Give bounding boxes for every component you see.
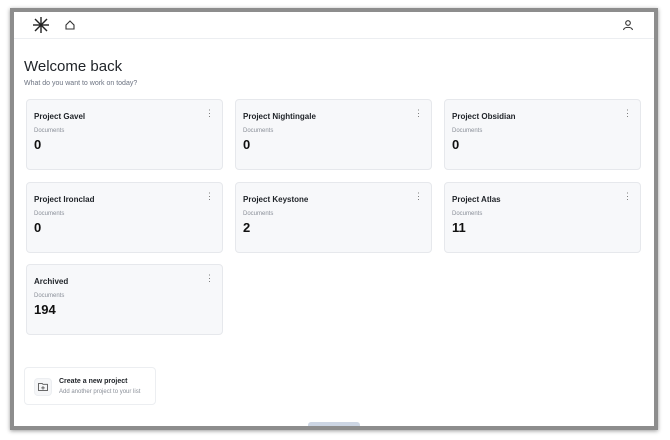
more-options-icon[interactable]: ⋮ (414, 191, 423, 201)
project-card[interactable]: Project Nightingale ⋮ Documents 0 (235, 99, 432, 170)
documents-count: 0 (34, 137, 42, 152)
documents-label: Documents (452, 211, 483, 217)
create-project-subtitle: Add another project to your list (59, 389, 141, 395)
project-name: Archived (34, 277, 69, 286)
more-options-icon[interactable]: ⋮ (623, 108, 632, 118)
documents-count: 2 (243, 220, 251, 235)
project-card[interactable]: Project Gavel ⋮ Documents 0 (26, 99, 223, 170)
project-card[interactable]: Project Ironclad ⋮ Documents 0 (26, 182, 223, 253)
page-subtitle: What do you want to work on today? (24, 80, 138, 87)
page-title: Welcome back (24, 58, 123, 75)
app-window: Welcome back What do you want to work on… (10, 8, 658, 430)
more-options-icon[interactable]: ⋮ (205, 108, 214, 118)
documents-count: 11 (452, 220, 466, 235)
project-name: Project Nightingale (243, 112, 316, 121)
documents-label: Documents (243, 128, 274, 134)
project-card[interactable]: Project Obsidian ⋮ Documents 0 (444, 99, 641, 170)
logo-icon[interactable] (32, 16, 50, 34)
folder-plus-icon (34, 378, 52, 396)
more-options-icon[interactable]: ⋮ (623, 191, 632, 201)
documents-label: Documents (34, 128, 65, 134)
more-options-icon[interactable]: ⋮ (205, 191, 214, 201)
bottom-handle[interactable] (308, 422, 360, 426)
documents-label: Documents (452, 128, 483, 134)
documents-label: Documents (34, 293, 65, 299)
project-card[interactable]: Archived ⋮ Documents 194 (26, 264, 223, 335)
project-name: Project Keystone (243, 195, 309, 204)
documents-count: 0 (34, 220, 42, 235)
create-project-title: Create a new project (59, 378, 128, 385)
project-card[interactable]: Project Atlas ⋮ Documents 11 (444, 182, 641, 253)
documents-count: 0 (243, 137, 251, 152)
project-card[interactable]: Project Keystone ⋮ Documents 2 (235, 182, 432, 253)
project-name: Project Obsidian (452, 112, 516, 121)
home-icon[interactable] (64, 19, 76, 31)
documents-count: 194 (34, 302, 56, 317)
documents-count: 0 (452, 137, 460, 152)
project-name: Project Ironclad (34, 195, 95, 204)
project-name: Project Atlas (452, 195, 501, 204)
user-icon[interactable] (622, 19, 634, 31)
more-options-icon[interactable]: ⋮ (414, 108, 423, 118)
documents-label: Documents (34, 211, 65, 217)
create-project-button[interactable]: Create a new project Add another project… (24, 367, 156, 405)
documents-label: Documents (243, 211, 274, 217)
more-options-icon[interactable]: ⋮ (205, 273, 214, 283)
project-name: Project Gavel (34, 112, 86, 121)
top-bar (14, 12, 654, 39)
